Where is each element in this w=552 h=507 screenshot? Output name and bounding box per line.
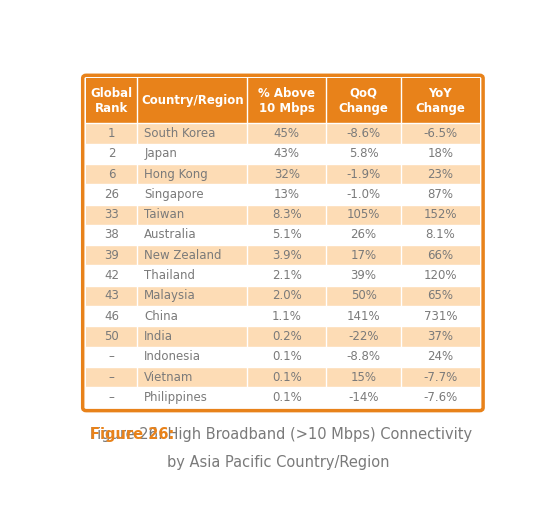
Text: 3.9%: 3.9% <box>272 249 302 262</box>
Text: 2.0%: 2.0% <box>272 289 302 302</box>
Text: Australia: Australia <box>145 229 197 241</box>
Bar <box>86 265 480 286</box>
Text: 8.1%: 8.1% <box>426 229 455 241</box>
Text: 1.1%: 1.1% <box>272 310 302 322</box>
Text: Taiwan: Taiwan <box>145 208 184 221</box>
Text: 731%: 731% <box>423 310 457 322</box>
Text: Thailand: Thailand <box>145 269 195 282</box>
Text: 0.1%: 0.1% <box>272 371 302 384</box>
Text: 0.1%: 0.1% <box>272 350 302 363</box>
Text: 141%: 141% <box>347 310 380 322</box>
Bar <box>86 327 480 347</box>
Text: 32%: 32% <box>274 167 300 180</box>
Text: Figure 26:: Figure 26: <box>91 427 175 442</box>
Bar <box>86 164 480 184</box>
Text: 66%: 66% <box>427 249 453 262</box>
Text: South Korea: South Korea <box>145 127 216 140</box>
Text: Singapore: Singapore <box>145 188 204 201</box>
Text: 24%: 24% <box>427 350 453 363</box>
Text: 120%: 120% <box>423 269 457 282</box>
Text: 39: 39 <box>104 249 119 262</box>
Text: YoY
Change: YoY Change <box>416 87 465 115</box>
Text: -14%: -14% <box>348 391 379 404</box>
Text: 38: 38 <box>104 229 119 241</box>
Text: 152%: 152% <box>423 208 457 221</box>
Text: 5.8%: 5.8% <box>349 147 378 160</box>
Bar <box>86 204 480 225</box>
Bar <box>86 123 480 143</box>
Text: 39%: 39% <box>351 269 376 282</box>
Bar <box>86 225 480 245</box>
Text: 17%: 17% <box>351 249 376 262</box>
Text: 87%: 87% <box>427 188 453 201</box>
Text: Global
Rank: Global Rank <box>91 87 133 115</box>
Text: -22%: -22% <box>348 330 379 343</box>
Text: 18%: 18% <box>427 147 453 160</box>
Bar <box>86 347 480 367</box>
Text: 45%: 45% <box>274 127 300 140</box>
Text: India: India <box>145 330 173 343</box>
Text: 6: 6 <box>108 167 115 180</box>
Text: 26%: 26% <box>351 229 376 241</box>
Text: –: – <box>109 371 115 384</box>
Text: Country/Region: Country/Region <box>141 94 243 107</box>
Text: -1.9%: -1.9% <box>347 167 381 180</box>
Bar <box>86 245 480 265</box>
Text: QoQ
Change: QoQ Change <box>338 87 389 115</box>
Text: 15%: 15% <box>351 371 376 384</box>
Text: Indonesia: Indonesia <box>145 350 201 363</box>
Text: 65%: 65% <box>427 289 453 302</box>
Text: Figure 26: High Broadband (>10 Mbps) Connectivity: Figure 26: High Broadband (>10 Mbps) Con… <box>91 427 473 442</box>
Text: -8.6%: -8.6% <box>347 127 381 140</box>
Text: 1: 1 <box>108 127 115 140</box>
Bar <box>86 367 480 387</box>
Text: 26: 26 <box>104 188 119 201</box>
Text: Malaysia: Malaysia <box>145 289 196 302</box>
Text: 50%: 50% <box>351 289 376 302</box>
Text: 5.1%: 5.1% <box>272 229 302 241</box>
Text: 13%: 13% <box>274 188 300 201</box>
Bar <box>86 184 480 204</box>
Text: 46: 46 <box>104 310 119 322</box>
Text: Hong Kong: Hong Kong <box>145 167 208 180</box>
Text: –: – <box>109 391 115 404</box>
Bar <box>86 306 480 327</box>
Text: 2.1%: 2.1% <box>272 269 302 282</box>
Bar <box>86 286 480 306</box>
Bar <box>86 143 480 164</box>
Text: China: China <box>145 310 178 322</box>
Text: 2: 2 <box>108 147 115 160</box>
Text: -1.0%: -1.0% <box>347 188 381 201</box>
Text: 50: 50 <box>104 330 119 343</box>
Text: % Above
10 Mbps: % Above 10 Mbps <box>258 87 315 115</box>
Text: 23%: 23% <box>427 167 453 180</box>
Text: 8.3%: 8.3% <box>272 208 301 221</box>
Text: 43: 43 <box>104 289 119 302</box>
Text: Japan: Japan <box>145 147 177 160</box>
Text: Philippines: Philippines <box>145 391 208 404</box>
Text: –: – <box>109 350 115 363</box>
Text: 105%: 105% <box>347 208 380 221</box>
Text: 37%: 37% <box>427 330 453 343</box>
Text: New Zealand: New Zealand <box>145 249 222 262</box>
Text: 43%: 43% <box>274 147 300 160</box>
Text: 0.2%: 0.2% <box>272 330 302 343</box>
Text: Vietnam: Vietnam <box>145 371 194 384</box>
Text: -6.5%: -6.5% <box>423 127 458 140</box>
Bar <box>86 387 480 408</box>
Text: 42: 42 <box>104 269 119 282</box>
Text: by Asia Pacific Country/Region: by Asia Pacific Country/Region <box>167 455 390 470</box>
Text: 0.1%: 0.1% <box>272 391 302 404</box>
Text: -8.8%: -8.8% <box>347 350 380 363</box>
Text: 33: 33 <box>104 208 119 221</box>
Text: -7.7%: -7.7% <box>423 371 458 384</box>
Text: -7.6%: -7.6% <box>423 391 458 404</box>
